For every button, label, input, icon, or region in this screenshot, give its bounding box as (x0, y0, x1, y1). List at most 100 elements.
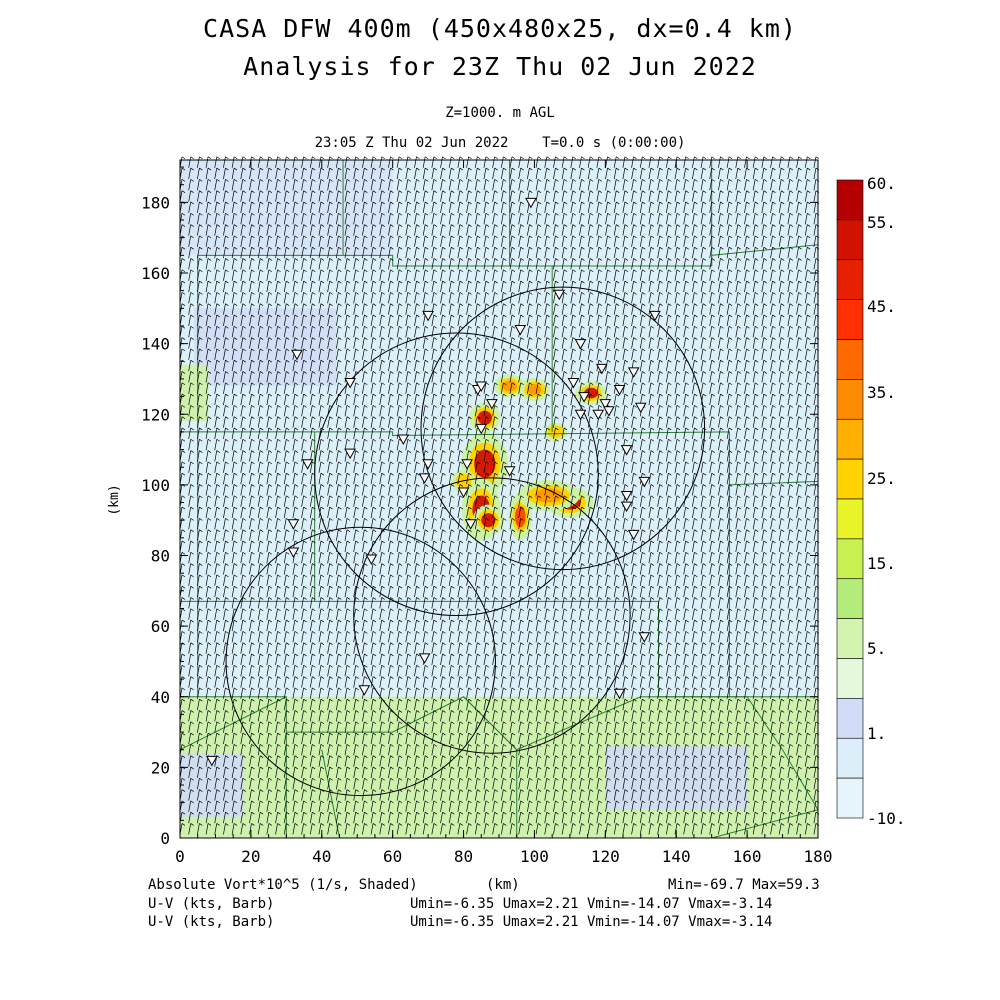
wind-barb (431, 597, 438, 609)
wind-barb (431, 224, 438, 236)
wind-barb (422, 755, 429, 767)
wind-barb (205, 484, 212, 496)
wind-barb (197, 687, 203, 699)
wind-barb (231, 348, 238, 360)
wind-barb (483, 721, 490, 733)
wind-barb (266, 800, 273, 812)
wind-barb (457, 631, 464, 643)
wind-barb (500, 348, 507, 360)
wind-barb (335, 461, 342, 473)
wind-barb (544, 653, 550, 666)
wind-barb (318, 766, 325, 779)
wind-barb (544, 314, 550, 327)
wind-barb (405, 190, 411, 202)
x-tick-label: 160 (733, 847, 762, 866)
wind-barb (275, 359, 281, 372)
wind-barb (327, 382, 333, 394)
wind-barb (344, 642, 351, 654)
wind-barb (275, 619, 281, 632)
wind-barb (561, 766, 568, 779)
wind-barb (231, 269, 238, 281)
wind-barb (422, 246, 429, 259)
wind-barb (518, 405, 524, 417)
wind-barb (440, 382, 446, 394)
wind-barb (292, 427, 299, 440)
wind-barb (292, 506, 299, 519)
wind-barb (292, 382, 299, 394)
wind-barb (466, 823, 472, 835)
wind-barb (188, 303, 194, 315)
wind-barb (561, 823, 568, 835)
wind-barb (579, 811, 585, 824)
wind-barb (188, 348, 194, 360)
wind-barb (197, 427, 203, 440)
wind-barb (509, 359, 516, 372)
wind-barb (266, 585, 273, 598)
wind-barb (527, 224, 533, 236)
wind-barb (405, 653, 411, 666)
wind-barb (240, 811, 246, 824)
colorbar-swatch (836, 339, 864, 380)
wind-barb (335, 167, 342, 180)
wind-barb (561, 461, 568, 473)
wind-barb (414, 359, 420, 372)
wind-barb (197, 744, 203, 756)
wind-barb (344, 292, 351, 304)
wind-barb (301, 653, 307, 666)
wind-barb (396, 201, 403, 214)
wind-barb (414, 676, 420, 688)
wind-barb (466, 235, 472, 247)
wind-barb (570, 258, 576, 270)
wind-barb (205, 314, 212, 327)
wind-barb (223, 405, 229, 417)
wind-barb (214, 314, 220, 327)
wind-barb (188, 438, 194, 451)
wind-barb (275, 563, 281, 575)
wind-barb (275, 744, 281, 756)
wind-barb (483, 800, 490, 812)
wind-barb (266, 450, 273, 462)
wind-barb (448, 811, 455, 824)
wind-barb (327, 823, 333, 835)
wind-barb (500, 608, 507, 620)
wind-barb (570, 664, 576, 677)
wind-barb (214, 371, 220, 383)
wind-barb (266, 280, 273, 293)
wind-barb (553, 167, 559, 180)
wind-barb (240, 246, 246, 259)
wind-barb (422, 698, 429, 711)
wind-barb (518, 721, 524, 733)
wind-barb (257, 495, 264, 507)
wind-barb (422, 280, 429, 293)
y-tick-label: 60 (151, 617, 170, 636)
wind-barb (396, 393, 403, 406)
wind-barb (388, 484, 394, 496)
wind-barb (275, 405, 281, 417)
wind-barb (249, 653, 255, 666)
wind-barb (214, 608, 220, 620)
wind-barb (327, 258, 333, 270)
wind-barb (370, 461, 377, 473)
wind-barb (561, 348, 568, 360)
wind-barb (561, 212, 568, 225)
wind-barb (292, 179, 299, 191)
wind-barb (197, 269, 203, 281)
wind-barb (275, 156, 281, 168)
wind-barb (388, 258, 394, 270)
wind-barb (466, 382, 472, 394)
wind-barb (396, 642, 403, 654)
wind-barb (544, 269, 550, 281)
wind-barb (231, 676, 238, 688)
wind-barb (561, 303, 568, 315)
wind-barb (561, 574, 568, 586)
wind-barb (509, 732, 516, 745)
wind-barb (249, 529, 255, 541)
wind-barb (535, 461, 542, 473)
y-tick-label: 120 (141, 405, 170, 424)
uv-stats-1: Umin=-6.35 Umax=2.21 Vmin=-14.07 Vmax=-3… (410, 896, 773, 912)
wind-barb (535, 800, 542, 812)
wind-barb (318, 280, 325, 293)
wind-barb (335, 800, 342, 812)
wind-barb (309, 156, 316, 168)
wind-barb (197, 314, 203, 327)
